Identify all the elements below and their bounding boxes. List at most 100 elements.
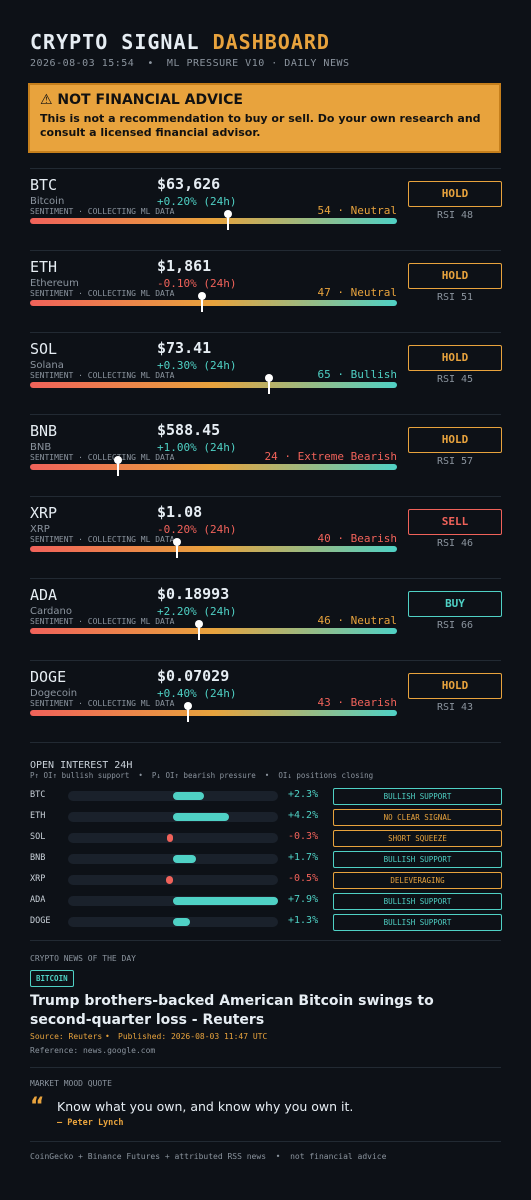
sentiment-bar <box>30 628 397 634</box>
coin-price: $1,861 <box>157 257 212 275</box>
sentiment-bar <box>30 218 397 224</box>
oi-legend: P↑ OI↑ bullish support • P↓ OI↑ bearish … <box>30 771 374 780</box>
sentiment-marker <box>224 210 233 218</box>
oi-value: +7.9% <box>288 894 319 905</box>
news-section: CRYPTO NEWS OF THE DAY <box>30 954 136 963</box>
rsi: RSI 57 <box>436 456 474 467</box>
oi-status: BULLISH SUPPORT <box>333 914 502 931</box>
coin-name: Bitcoin <box>30 196 65 207</box>
oi-status: BULLISH SUPPORT <box>333 851 502 868</box>
rsi: RSI 48 <box>436 210 474 221</box>
title-main: CRYPTO SIGNAL <box>30 30 200 54</box>
sentiment-marker-stem <box>227 214 230 230</box>
sentiment-caption: SENTIMENT · COLLECTING ML DATA <box>30 699 175 708</box>
rsi: RSI 45 <box>436 374 474 385</box>
oi-status: NO CLEAR SIGNAL <box>333 809 502 826</box>
oi-value: +1.3% <box>288 915 319 926</box>
oi-symbol: XRP <box>30 874 46 884</box>
warning-text: This is not a recommendation to buy or s… <box>40 112 481 139</box>
coin-change: -0.10% (24h) <box>157 277 237 290</box>
news-reference: Reference: news.google.com <box>30 1046 156 1055</box>
coin-price: $1.08 <box>157 503 203 521</box>
coin-symbol: BNB <box>30 422 58 440</box>
sentiment-marker <box>183 702 192 710</box>
signal-button: HOLD <box>408 263 502 289</box>
rsi: RSI 51 <box>436 292 474 303</box>
sentiment-marker-stem <box>201 296 204 312</box>
sentiment-marker-stem <box>267 378 270 394</box>
sentiment-marker-stem <box>117 460 120 476</box>
coin-price: $73.41 <box>157 339 212 357</box>
oi-status: BULLISH SUPPORT <box>333 893 502 910</box>
divider <box>30 660 501 661</box>
warning-title: ⚠ NOT FINANCIAL ADVICE <box>40 92 243 108</box>
oi-bar <box>173 855 196 863</box>
divider <box>30 250 501 251</box>
divider <box>30 168 501 169</box>
oi-bar <box>173 918 191 926</box>
quote-mark: “ <box>30 1094 45 1119</box>
coin-name: XRP <box>30 524 50 535</box>
coin-change: +0.30% (24h) <box>157 359 237 372</box>
quote-section: MARKET MOOD QUOTE <box>30 1079 112 1088</box>
oi-status: DELEVERAGING <box>333 872 502 889</box>
divider <box>30 1141 501 1142</box>
sentiment-bar <box>30 546 397 552</box>
oi-symbol: DOGE <box>30 916 51 926</box>
coin-name: Ethereum <box>30 278 79 289</box>
oi-bar <box>173 897 278 905</box>
title-accent: DASHBOARD <box>212 30 330 54</box>
sentiment-label: 47 · Neutral <box>317 286 397 299</box>
signal-button: HOLD <box>408 181 502 207</box>
rsi: RSI 43 <box>436 702 474 713</box>
oi-symbol: SOL <box>30 832 46 842</box>
quote-text: Know what you own, and know why you own … <box>57 1099 354 1114</box>
sentiment-caption: SENTIMENT · COLLECTING ML DATA <box>30 535 175 544</box>
coin-price: $0.18993 <box>157 585 230 603</box>
signal-button: HOLD <box>408 427 502 453</box>
signal-button: BUY <box>408 591 502 617</box>
oi-status: SHORT SQUEEZE <box>333 830 502 847</box>
news-published: Published: 2026-08-03 11:47 UTC <box>118 1032 268 1041</box>
sentiment-caption: SENTIMENT · COLLECTING ML DATA <box>30 289 175 298</box>
oi-symbol: BTC <box>30 790 46 800</box>
coin-name: BNB <box>30 442 52 453</box>
news-headline: Trump brothers-backed American Bitcoin s… <box>30 993 434 1028</box>
sentiment-marker-stem <box>186 706 189 722</box>
sentiment-marker <box>194 620 203 628</box>
coin-symbol: SOL <box>30 340 58 358</box>
divider <box>30 1067 501 1068</box>
divider <box>30 578 501 579</box>
coin-change: +1.00% (24h) <box>157 441 237 454</box>
divider <box>30 332 501 333</box>
coin-symbol: XRP <box>30 504 58 522</box>
title: CRYPTO SIGNAL DASHBOARD <box>30 30 330 54</box>
divider <box>30 496 501 497</box>
rsi: RSI 66 <box>436 620 474 631</box>
sentiment-marker <box>172 538 181 546</box>
news-tag: BITCOIN <box>30 970 74 987</box>
signal-button: SELL <box>408 509 502 535</box>
coin-name: Cardano <box>30 606 72 617</box>
coin-name: Dogecoin <box>30 688 78 699</box>
rsi: RSI 46 <box>436 538 474 549</box>
oi-symbol: ETH <box>30 811 46 821</box>
sentiment-marker <box>114 456 123 464</box>
coin-change: -0.20% (24h) <box>157 523 237 536</box>
sentiment-label: 46 · Neutral <box>317 614 397 627</box>
signal-button: HOLD <box>408 345 502 371</box>
coin-price: $0.07029 <box>157 667 230 685</box>
coin-price: $63,626 <box>157 175 221 193</box>
oi-bar <box>166 876 173 884</box>
sentiment-caption: SENTIMENT · COLLECTING ML DATA <box>30 371 175 380</box>
oi-bar <box>173 813 229 821</box>
coin-symbol: DOGE <box>30 668 67 686</box>
divider <box>30 940 501 941</box>
coin-change: +0.40% (24h) <box>157 687 237 700</box>
footer: CoinGecko + Binance Futures + attributed… <box>30 1152 387 1161</box>
sentiment-label: 54 · Neutral <box>317 204 397 217</box>
sentiment-marker-stem <box>197 624 200 640</box>
sentiment-caption: SENTIMENT · COLLECTING ML DATA <box>30 207 175 216</box>
sentiment-label: 40 · Bearish <box>317 532 397 545</box>
